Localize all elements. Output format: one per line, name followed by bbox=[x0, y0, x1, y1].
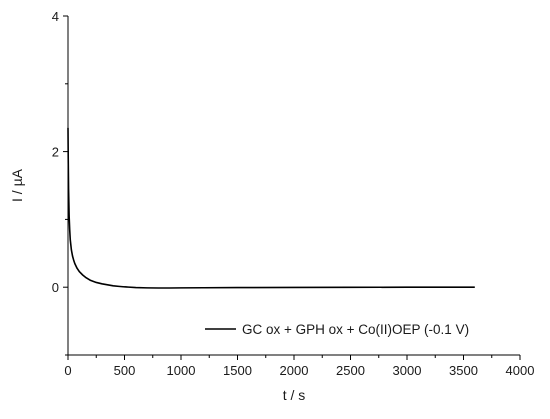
x-tick-label: 0 bbox=[64, 363, 71, 378]
y-tick-label: 4 bbox=[52, 9, 59, 24]
x-tick-label: 500 bbox=[114, 363, 136, 378]
legend-label: GC ox + GPH ox + Co(II)OEP (-0.1 V) bbox=[242, 322, 469, 337]
y-axis-label: I / µA bbox=[9, 168, 25, 202]
x-ticks: 0 500 1000 1500 2000 2500 3000 3500 4000 bbox=[64, 355, 534, 378]
series-line-0 bbox=[67, 127, 475, 289]
x-tick-label: 2000 bbox=[280, 363, 309, 378]
plot-axes bbox=[67, 16, 520, 356]
y-tick-label: 2 bbox=[52, 145, 59, 160]
x-tick-label: 3000 bbox=[393, 363, 422, 378]
y-tick-label: 0 bbox=[52, 280, 59, 295]
x-tick-label: 1000 bbox=[167, 363, 196, 378]
y-ticks: 0 2 4 bbox=[52, 9, 68, 356]
legend: GC ox + GPH ox + Co(II)OEP (-0.1 V) bbox=[205, 322, 469, 337]
x-tick-label: 3500 bbox=[449, 363, 478, 378]
x-tick-label: 1500 bbox=[223, 363, 252, 378]
x-tick-label: 2500 bbox=[336, 363, 365, 378]
x-axis-label: t / s bbox=[283, 387, 306, 403]
series-layer bbox=[67, 127, 475, 289]
x-tick-label: 4000 bbox=[506, 363, 535, 378]
